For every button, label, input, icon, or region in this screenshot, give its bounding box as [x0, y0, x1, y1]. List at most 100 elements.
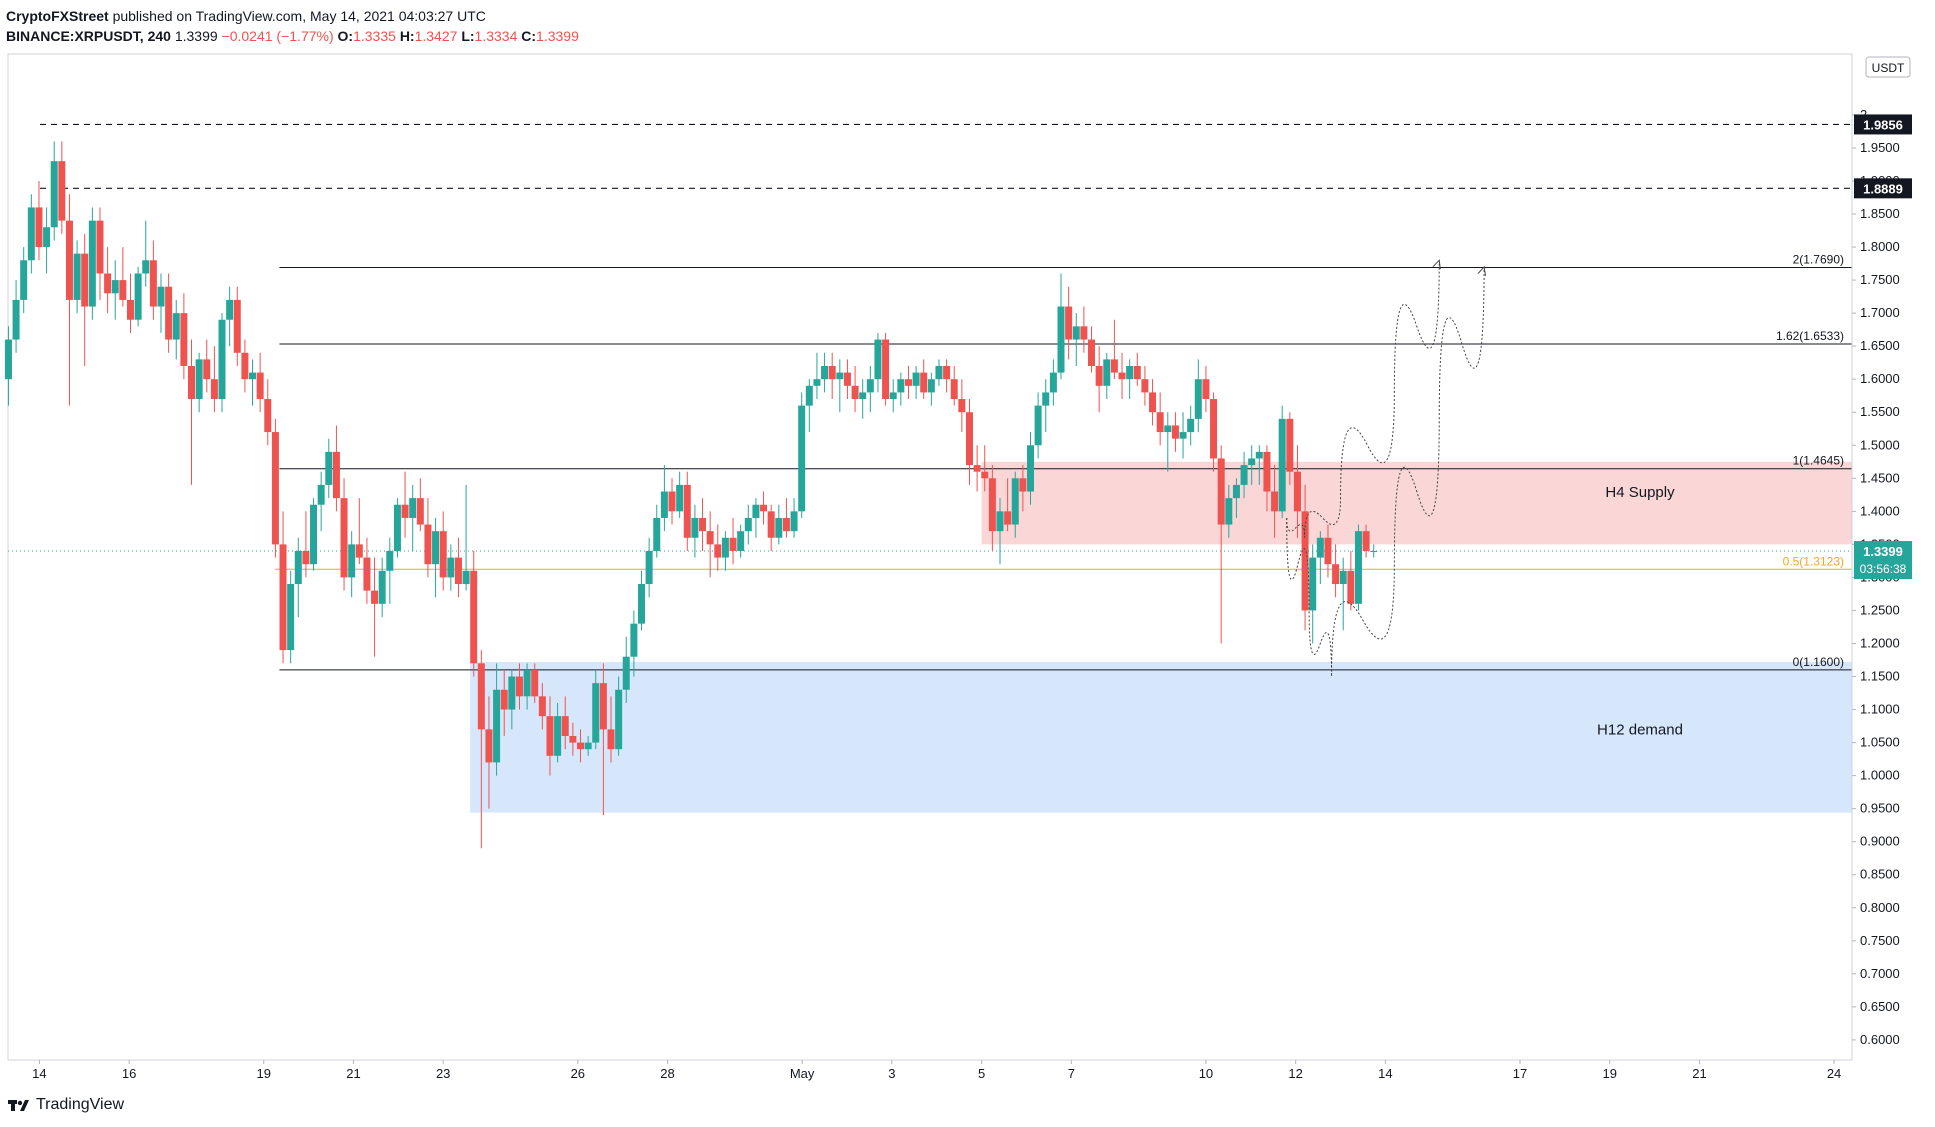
y-tick-label: 1.0500 [1860, 735, 1900, 750]
candle-body [340, 498, 348, 578]
y-tick-label: 0.6500 [1860, 999, 1900, 1014]
candle-body [424, 524, 432, 565]
candle-body [1232, 484, 1240, 499]
candle-body [378, 570, 386, 604]
candle-body [882, 339, 890, 400]
candle-body [188, 365, 196, 400]
ohlc-line: BINANCE:XRPUSDT, 240 1.3399 −0.0241 (−1.… [6, 26, 579, 46]
candle-body [531, 669, 539, 697]
candle-body [676, 484, 684, 512]
candle-body [81, 253, 89, 307]
candle-body [638, 584, 646, 624]
candle-body [462, 570, 470, 585]
x-tick-label: 14 [32, 1066, 46, 1081]
candle-body [393, 504, 401, 551]
close-label: C: [521, 28, 537, 44]
candle-body [1027, 445, 1035, 492]
candle-body [226, 299, 234, 320]
candle-body [332, 451, 340, 499]
candle-body [1004, 511, 1012, 525]
candle-body [752, 504, 760, 518]
candle-body [904, 379, 912, 386]
candle-body [1339, 570, 1347, 585]
candle-body [287, 584, 295, 651]
y-tick-label: 1.4500 [1860, 470, 1900, 485]
y-tick-label: 1.9500 [1860, 140, 1900, 155]
open-label: O: [337, 28, 354, 44]
candle-body [1263, 451, 1271, 492]
projection-arrowhead [1477, 265, 1487, 276]
candle-body [645, 550, 653, 585]
candle-body [630, 623, 638, 657]
candle-body [371, 590, 379, 604]
candle-body [65, 220, 73, 300]
y-tick-label: 1.1000 [1860, 702, 1900, 717]
high-label: H: [399, 28, 415, 44]
candle-body [584, 742, 592, 750]
y-tick-label: 0.9500 [1860, 801, 1900, 816]
candle-body [348, 544, 356, 578]
x-tick-label: 16 [122, 1066, 136, 1081]
y-tick-label: 1.6500 [1860, 338, 1900, 353]
price-chart[interactable]: H4 Supply H12 demand 2(1.7690) 1.62(1.6533)… [0, 0, 1935, 1090]
high-value: 1.3427 [414, 28, 458, 44]
y-tick-label: 0.8000 [1860, 900, 1900, 915]
low-value: 1.3334 [474, 28, 518, 44]
candle-body [744, 517, 752, 532]
current-price-tag [1854, 541, 1912, 580]
candle-body [805, 385, 813, 406]
candle-body [1324, 537, 1332, 565]
y-tick-label: 0.7500 [1860, 933, 1900, 948]
x-tick-label: 10 [1199, 1066, 1213, 1081]
candle-body [43, 227, 51, 248]
candle-body [111, 280, 119, 294]
candle-body [981, 471, 989, 479]
candle-body [447, 557, 455, 578]
footer-brand[interactable]: TradingView [8, 1096, 124, 1114]
candle-body [165, 286, 173, 340]
candle-body [912, 372, 920, 386]
candle-body [943, 365, 951, 380]
candle-body [386, 550, 394, 571]
candle-body [790, 511, 798, 532]
candle-body [1118, 372, 1126, 380]
candle-body [88, 220, 96, 307]
y-tick-label: 1.7500 [1860, 272, 1900, 287]
candle-body [1179, 432, 1187, 439]
candle-body [1301, 511, 1309, 611]
candle-body [782, 517, 790, 532]
candle-body [241, 352, 249, 380]
candle-body [1187, 418, 1195, 433]
candle-body [1011, 478, 1019, 525]
candle-body [683, 484, 691, 538]
fib-level-label: 2(1.7690) [1793, 253, 1844, 267]
candle-body [279, 544, 287, 651]
candle-body [668, 491, 676, 512]
candle-body [1126, 365, 1134, 380]
candle-body [1156, 412, 1164, 433]
candle-body [828, 365, 836, 380]
candle-body [1164, 425, 1172, 433]
candle-body [1286, 418, 1294, 472]
fib-level-label: 1.62(1.6533) [1776, 329, 1844, 343]
candle-body [271, 432, 279, 545]
candle-body [798, 405, 806, 512]
candle-body [1202, 379, 1210, 400]
supply-zone [981, 461, 1852, 545]
candle-body [653, 517, 661, 551]
candle-body [615, 689, 623, 750]
author-name[interactable]: CryptoFXStreet [6, 8, 109, 24]
candle-body [233, 299, 241, 353]
candle-body [294, 550, 302, 585]
candle-body [142, 260, 150, 274]
y-tick-label: 1.0000 [1860, 768, 1900, 783]
candle-body [1080, 326, 1088, 340]
projection-path [1286, 260, 1440, 538]
candle-body [1278, 418, 1286, 512]
candle-body [546, 716, 554, 756]
y-tick-label: 2 [1860, 107, 1867, 122]
x-tick-label: 26 [571, 1066, 585, 1081]
y-tick-label: 0.6000 [1860, 1032, 1900, 1047]
candle-body [203, 359, 211, 380]
candle-body [470, 570, 478, 664]
